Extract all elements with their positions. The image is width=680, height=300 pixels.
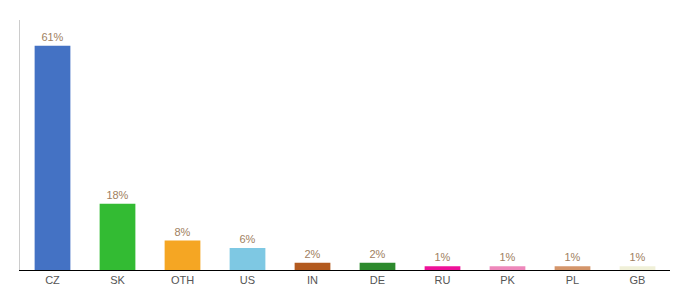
svg-text:8%: 8% [174, 226, 190, 238]
svg-text:2%: 2% [369, 248, 385, 260]
svg-text:RU: RU [435, 274, 451, 286]
svg-text:PK: PK [500, 274, 515, 286]
svg-text:PL: PL [566, 274, 579, 286]
svg-text:OTH: OTH [171, 274, 194, 286]
svg-text:DE: DE [370, 274, 385, 286]
svg-text:1%: 1% [434, 251, 450, 263]
svg-text:1%: 1% [564, 251, 580, 263]
svg-text:1%: 1% [629, 251, 645, 263]
svg-text:6%: 6% [239, 233, 255, 245]
svg-text:IN: IN [307, 274, 318, 286]
svg-text:2%: 2% [304, 248, 320, 260]
svg-text:SK: SK [110, 274, 125, 286]
svg-text:18%: 18% [106, 189, 128, 201]
svg-text:CZ: CZ [45, 274, 60, 286]
svg-text:1%: 1% [499, 251, 515, 263]
svg-text:61%: 61% [41, 31, 63, 43]
svg-text:GB: GB [630, 274, 646, 286]
svg-text:US: US [240, 274, 255, 286]
